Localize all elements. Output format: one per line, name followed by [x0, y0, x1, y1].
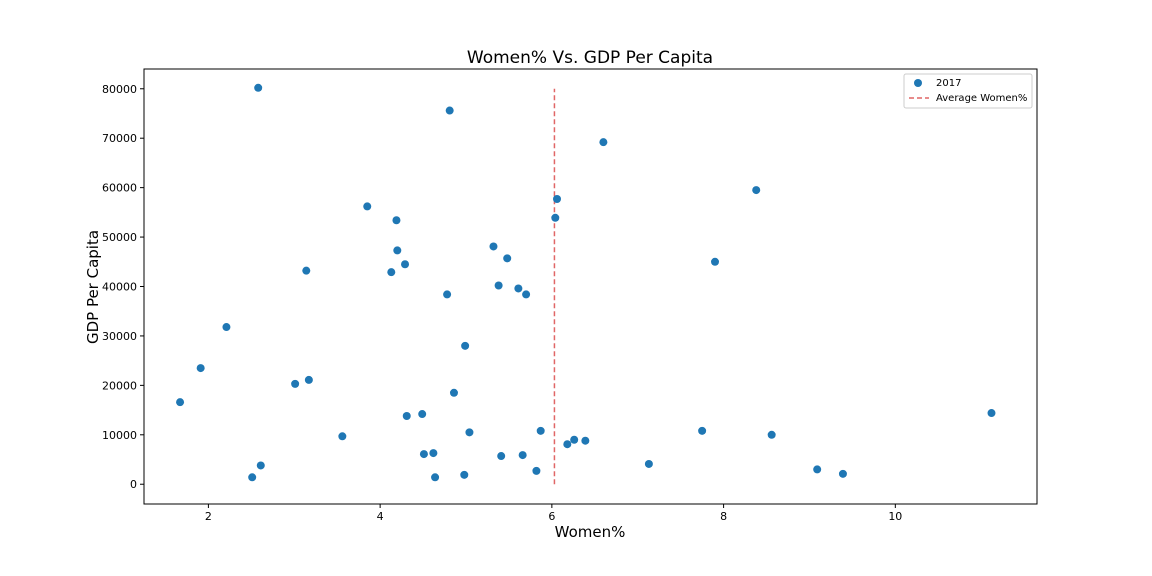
- y-tick-label: 70000: [102, 132, 137, 145]
- x-tick-label: 8: [720, 510, 727, 523]
- y-tick-label: 40000: [102, 281, 137, 294]
- data-point: [461, 341, 470, 350]
- data-point: [445, 106, 454, 115]
- y-tick-label: 0: [130, 478, 137, 491]
- data-point: [503, 254, 512, 263]
- data-point: [222, 323, 231, 332]
- data-point: [987, 409, 996, 418]
- data-point: [581, 436, 590, 445]
- x-tick-label: 2: [205, 510, 212, 523]
- plot-area: [143, 68, 1038, 505]
- data-point: [256, 461, 265, 470]
- data-point: [419, 450, 428, 459]
- data-point: [522, 290, 531, 299]
- data-point: [551, 213, 560, 222]
- x-axis-label: Women%: [555, 523, 626, 541]
- y-axis: 0 10000 20000 30000 40000 50000 60000 70000 8000…: [102, 83, 144, 491]
- data-point: [443, 290, 452, 299]
- data-point: [767, 430, 776, 439]
- data-point: [363, 202, 372, 211]
- data-point: [431, 473, 440, 482]
- data-point: [338, 432, 347, 441]
- data-point: [570, 435, 579, 444]
- data-point: [291, 379, 300, 388]
- data-point: [176, 398, 185, 407]
- data-point: [514, 284, 523, 293]
- legend-box: [903, 73, 1033, 109]
- data-point: [644, 459, 653, 468]
- data-point: [838, 469, 847, 478]
- data-point: [402, 412, 411, 421]
- data-point: [465, 428, 474, 437]
- chart-title: Women% Vs. GDP Per Capita: [467, 48, 713, 68]
- data-point: [196, 364, 205, 373]
- data-point: [304, 375, 313, 384]
- data-point: [553, 195, 562, 204]
- x-tick-label: 10: [888, 510, 902, 523]
- data-point: [532, 466, 541, 475]
- data-point: [393, 246, 402, 255]
- x-tick-label: 6: [548, 510, 555, 523]
- data-point: [497, 452, 506, 461]
- data-point: [418, 410, 427, 419]
- data-point: [489, 242, 498, 251]
- y-tick-label: 50000: [102, 231, 137, 244]
- x-axis: 2 4 6 8 10: [205, 504, 902, 523]
- data-point: [387, 268, 396, 277]
- x-tick-label: 4: [377, 510, 384, 523]
- y-tick-label: 10000: [102, 429, 137, 442]
- data-point: [401, 260, 410, 269]
- data-point: [518, 451, 527, 460]
- legend-label-average: Average Women%: [936, 93, 1027, 104]
- data-point: [460, 470, 469, 479]
- data-point: [254, 83, 263, 92]
- y-tick-label: 60000: [102, 182, 137, 195]
- legend-label-2017: 2017: [936, 78, 961, 89]
- data-point: [392, 216, 401, 225]
- y-tick-label: 20000: [102, 379, 137, 392]
- data-point: [563, 440, 572, 449]
- legend-marker-2017: [914, 79, 922, 87]
- data-point: [813, 465, 822, 474]
- data-point: [449, 388, 458, 397]
- y-tick-label: 80000: [102, 83, 137, 96]
- data-point: [302, 266, 311, 275]
- y-axis-label: GDP Per Capita: [84, 230, 102, 344]
- data-point: [494, 281, 503, 290]
- data-point: [248, 473, 257, 482]
- legend: 2017 Average Women%: [903, 73, 1033, 109]
- data-point: [698, 426, 707, 435]
- data-point: [536, 426, 545, 435]
- y-tick-label: 30000: [102, 330, 137, 343]
- data-points: [176, 83, 996, 482]
- data-point: [429, 449, 438, 458]
- data-point: [752, 186, 761, 195]
- data-point: [599, 138, 608, 147]
- data-point: [711, 257, 720, 266]
